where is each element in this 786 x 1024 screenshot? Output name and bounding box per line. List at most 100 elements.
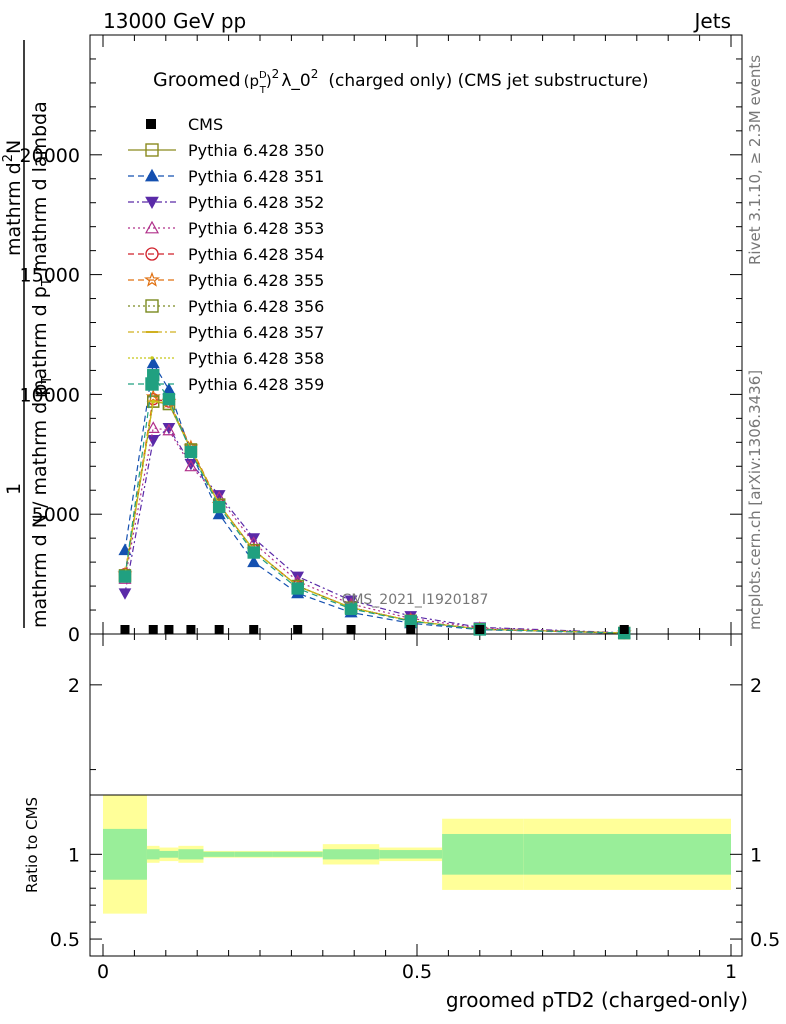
legend-entry: Pythia 6.428 354	[128, 245, 324, 264]
series-line	[124, 427, 625, 634]
legend-label: Pythia 6.428 358	[188, 349, 324, 368]
series-point	[118, 543, 132, 556]
rivet-text: Rivet 3.1.10, ≥ 2.3M events	[746, 55, 764, 265]
ratio-band-green	[234, 851, 273, 857]
legend-marker	[145, 299, 159, 313]
cms-data-point	[214, 625, 224, 634]
series-line	[124, 373, 625, 634]
legend-marker	[144, 271, 160, 287]
ratio-band-green	[203, 851, 235, 857]
ratio-band-green	[322, 849, 380, 860]
legend-entry: Pythia 6.428 350	[128, 141, 324, 160]
legend-marker	[145, 247, 159, 261]
cms-data-point	[186, 625, 196, 634]
legend-label: Pythia 6.428 350	[188, 141, 324, 160]
legend-entry: Pythia 6.428 359	[128, 375, 324, 394]
series-point	[184, 459, 198, 472]
series-line	[124, 400, 625, 634]
y-tick-label: 10000	[20, 384, 80, 406]
ratio-band-green	[103, 828, 147, 880]
x-tick-label: 0.5	[402, 961, 432, 983]
legend-label: Pythia 6.428 355	[188, 271, 324, 290]
legend: CMS Pythia 6.428 350 Pythia 6.428 351 Pythi…	[128, 115, 324, 394]
legend-entry: Pythia 6.428 352	[128, 193, 324, 212]
ylabel-denominator: mathrm d N / mathrm d pT	[29, 376, 55, 628]
series-point	[151, 399, 156, 404]
legend-marker	[145, 377, 159, 391]
series-point	[146, 421, 160, 433]
data-markers	[120, 625, 629, 634]
header-right: Jets	[693, 9, 731, 33]
cms-data-point	[293, 625, 303, 634]
legend-entry: Pythia 6.428 356	[128, 297, 324, 316]
mcplots-text: mcplots.cern.ch [arXiv:1306.3436]	[746, 370, 764, 630]
series-point	[212, 500, 226, 514]
ratio-y-tick-label-right: 2	[750, 675, 762, 697]
ratio-y-tick-label-right: 1	[750, 844, 762, 866]
ratio-band-green	[159, 850, 179, 858]
cms-data-point	[148, 625, 158, 634]
cms-data-point	[406, 625, 416, 634]
axis-ticks: 0 5000 10000 15000 20000 0 0.5 1 0.5 0.5 1 1 2 2	[20, 35, 780, 983]
ratio-bands	[103, 795, 731, 914]
legend-entry: Pythia 6.428 353	[128, 219, 324, 238]
ratio-ylabel: Ratio to CMS	[23, 797, 41, 893]
legend-marker	[144, 168, 160, 182]
ylabel-numerator-2: mathrm d pTmathrm d lambda	[29, 101, 55, 398]
y-tick-label: 20000	[20, 145, 80, 167]
ratio-y-tick-label: 2	[68, 675, 80, 697]
legend-entry: Pythia 6.428 355	[128, 271, 324, 290]
ratio-y-tick-label: 0.5	[50, 929, 80, 951]
ratio-band-green	[379, 850, 443, 859]
legend-entry: Pythia 6.428 351	[128, 167, 324, 186]
series-point	[162, 423, 176, 436]
legend-label: CMS	[188, 115, 223, 134]
x-axis-label: groomed pTD2 (charged-only)	[446, 988, 748, 1012]
ratio-y-tick-label: 1	[68, 844, 80, 866]
main-ylabel: 1 mathrm d N / mathrm d pT mathrm d2N ma…	[1, 40, 55, 628]
cms-data-point	[475, 625, 485, 634]
ylabel-one: 1	[3, 483, 25, 495]
x-tick-label: 1	[725, 961, 737, 983]
series-point	[344, 602, 358, 616]
x-tick-label: 0	[97, 961, 109, 983]
plot-title: Groomed (pD T)2 λ_02 (charged only) (CMS jet…	[153, 67, 648, 96]
series-point	[247, 555, 261, 568]
legend-entry: Pythia 6.428 357	[128, 323, 324, 342]
legend-entry: CMS	[146, 115, 223, 134]
series-point	[184, 445, 198, 459]
legend-marker	[145, 143, 159, 157]
ratio-band-green	[442, 833, 524, 875]
series-point	[118, 588, 132, 600]
cms-data-point	[249, 625, 259, 634]
legend-entry: Pythia 6.428 358	[128, 349, 324, 368]
legend-label: Pythia 6.428 353	[188, 219, 324, 238]
y-tick-label: 15000	[20, 265, 80, 287]
series-point	[291, 571, 305, 584]
analysis-watermark: CMS_2021_I1920187	[342, 592, 489, 608]
series-point	[146, 356, 160, 369]
legend-marker	[146, 119, 156, 129]
cms-data-point	[164, 625, 174, 634]
cms-data-point	[346, 625, 356, 634]
legend-marker	[144, 220, 160, 234]
header-left: 13000 GeV pp	[103, 9, 246, 33]
series-point	[145, 388, 161, 404]
legend-marker	[145, 196, 159, 210]
series-point	[247, 546, 260, 559]
series-point	[212, 490, 226, 502]
legend-label: Pythia 6.428 354	[188, 245, 324, 264]
cms-data-point	[120, 625, 130, 634]
cms-data-point	[619, 625, 629, 634]
legend-label: Pythia 6.428 352	[188, 193, 324, 212]
series-point	[212, 507, 226, 520]
ylabel-numerator: mathrm d2N	[1, 140, 25, 256]
legend-label: Pythia 6.428 359	[188, 375, 324, 394]
series-point	[146, 435, 160, 447]
ratio-band-green	[146, 849, 160, 860]
legend-marker	[150, 356, 154, 360]
ratio-y-tick-label-right: 0.5	[750, 929, 780, 951]
series-point	[291, 582, 304, 595]
ratio-band-green	[523, 833, 731, 875]
